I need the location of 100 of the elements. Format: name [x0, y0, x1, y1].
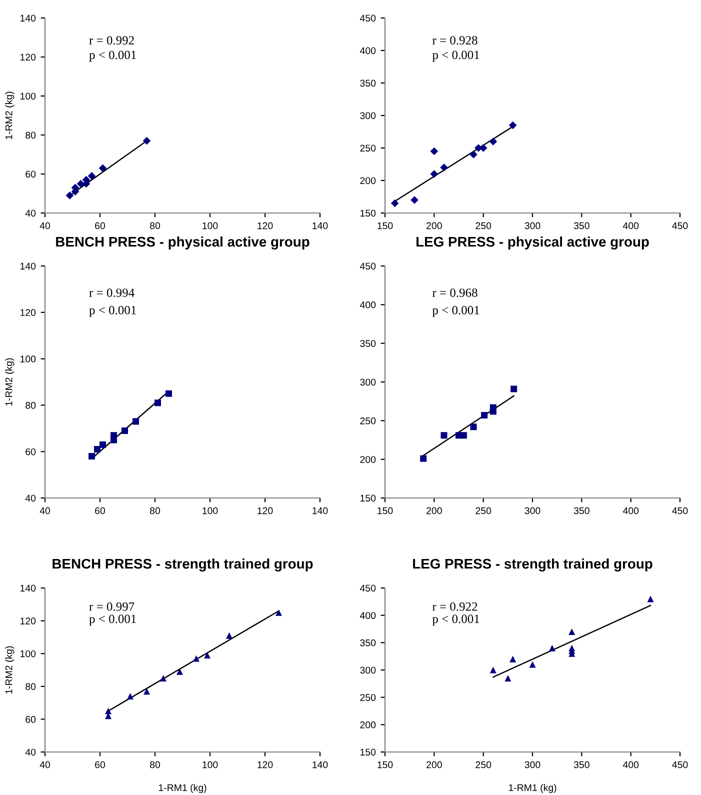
y-tick-label: 100	[20, 650, 36, 658]
point	[99, 441, 106, 448]
point	[529, 661, 536, 668]
y-tick-label: 40	[25, 494, 36, 502]
point	[390, 199, 399, 208]
point	[508, 121, 517, 130]
y-axis-title: 1-RM2 (kg)	[5, 92, 14, 140]
x-tick-label: 350	[574, 222, 590, 230]
y-tick-label: 300	[360, 666, 376, 674]
y-tick-label: 40	[25, 748, 36, 756]
point	[470, 424, 477, 430]
y-tick-label: 80	[26, 402, 36, 409]
point	[568, 628, 576, 635]
x-tick-label: 300	[524, 507, 540, 514]
y-tick-label: 400	[360, 612, 376, 619]
point	[88, 172, 96, 180]
y-tick-label: 400	[360, 47, 376, 54]
x-tick-label: 150	[378, 761, 393, 768]
y-tick-label: 60	[26, 448, 36, 456]
x-tick-label: 80	[150, 222, 160, 230]
annotation: r = 0.922	[432, 602, 478, 611]
annotation: r = 0.968	[432, 288, 478, 298]
point	[504, 674, 512, 682]
y-tick-label: 120	[20, 618, 36, 624]
y-tick-label: 250	[360, 417, 376, 424]
point	[143, 688, 150, 695]
y-tick-label: 150	[360, 210, 376, 217]
x-tick-label: 120	[258, 507, 273, 514]
y-tick-label: 140	[20, 262, 36, 270]
point	[489, 138, 498, 146]
y-tick-label: 300	[360, 378, 376, 386]
x-tick-label: 350	[574, 761, 590, 768]
y-tick-label: 350	[360, 340, 376, 347]
y-tick-label: 120	[20, 309, 36, 316]
x-tick-label: 120	[258, 761, 273, 768]
y-tick-label: 250	[360, 694, 376, 701]
annotation: p < 0.001	[89, 306, 136, 317]
y-tick-label: 200	[360, 721, 376, 728]
annotation: p < 0.001	[432, 614, 480, 626]
x-tick-label: 450	[672, 222, 688, 230]
point	[647, 596, 654, 602]
point	[510, 656, 516, 662]
y-tick-label: 300	[360, 112, 376, 120]
point	[430, 170, 438, 178]
x-tick-label: 100	[202, 507, 218, 514]
y-axis-title: 1-RM2 (kg)	[5, 358, 14, 406]
y-tick-label: 150	[360, 494, 376, 502]
point	[440, 432, 448, 439]
point	[142, 136, 151, 145]
x-tick-label: 200	[426, 222, 442, 230]
chart-title: LEG PRESS - strength trained group	[413, 558, 652, 572]
point	[481, 412, 488, 419]
x-tick-label: 60	[95, 222, 106, 230]
y-tick-label: 400	[360, 301, 376, 308]
y-tick-label: 60	[26, 170, 36, 178]
point	[204, 652, 211, 658]
point	[98, 164, 107, 172]
x-axis-title: 1-RM1 (kg)	[158, 784, 206, 794]
x-tick-label: 60	[95, 507, 106, 514]
chart-title: BENCH PRESS - physical active group	[56, 236, 310, 250]
annotation: p < 0.001	[89, 614, 136, 626]
y-tick-label: 120	[20, 54, 36, 61]
x-tick-label: 100	[202, 761, 218, 768]
x-tick-label: 400	[622, 507, 639, 514]
x-tick-label: 150	[378, 507, 393, 514]
x-tick-label: 40	[40, 507, 50, 514]
x-tick-label: 200	[426, 761, 442, 768]
x-tick-label: 450	[672, 507, 688, 514]
point	[510, 386, 518, 392]
point	[420, 455, 427, 462]
y-tick-label: 40	[25, 210, 36, 217]
point	[440, 164, 448, 172]
y-tick-label: 450	[360, 584, 376, 592]
annotation: r = 0.992	[89, 36, 134, 45]
x-tick-label: 40	[40, 761, 50, 768]
x-tick-label: 200	[426, 507, 442, 514]
x-tick-label: 450	[672, 761, 688, 768]
x-axis-title: 1-RM1 (kg)	[508, 784, 556, 794]
x-tick-label: 350	[574, 507, 590, 514]
y-tick-label: 60	[26, 716, 36, 723]
x-tick-label: 100	[202, 222, 218, 230]
y-tick-label: 140	[20, 14, 36, 22]
point	[548, 644, 556, 652]
x-tick-label: 80	[150, 507, 160, 514]
x-tick-label: 250	[476, 761, 492, 768]
y-tick-label: 450	[360, 14, 376, 22]
y-tick-label: 150	[360, 748, 376, 756]
y-tick-label: 250	[360, 144, 376, 152]
x-tick-label: 300	[524, 761, 540, 768]
y-tick-label: 100	[20, 92, 36, 100]
point	[66, 192, 74, 200]
y-tick-label: 200	[360, 456, 376, 463]
point	[192, 655, 200, 662]
y-tick-label: 200	[360, 177, 376, 184]
annotation: r = 0.994	[89, 288, 134, 298]
x-tick-label: 140	[312, 222, 328, 230]
x-tick-label: 250	[476, 222, 492, 230]
x-tick-label: 300	[524, 222, 540, 230]
x-tick-label: 40	[40, 222, 50, 230]
x-tick-label: 400	[622, 222, 639, 230]
